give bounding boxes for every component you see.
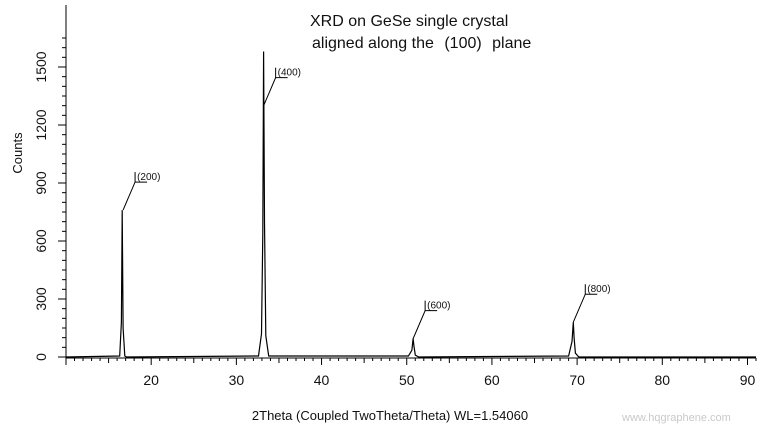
peak-label: (400) xyxy=(278,68,301,79)
chart-title-plane: (100) xyxy=(444,35,481,52)
peak-leader-line xyxy=(263,77,288,106)
y-tick-label: 0 xyxy=(33,353,49,361)
x-tick-label: 30 xyxy=(229,372,245,388)
x-tick-label: 40 xyxy=(314,372,330,388)
xrd-series-line xyxy=(65,51,756,358)
watermark-text: www.hqgraphene.com xyxy=(621,412,731,424)
chart-title-suffix: plane xyxy=(492,35,531,52)
peak-leader-line xyxy=(412,310,438,339)
peak-label: (200) xyxy=(137,172,160,183)
x-tick-label: 80 xyxy=(655,372,671,388)
chart-title-line1: XRD on GeSe single crystal xyxy=(310,13,508,30)
x-tick-label: 50 xyxy=(399,372,415,388)
chart-title-prefix: aligned along the xyxy=(312,35,434,52)
x-tick-label: 70 xyxy=(569,372,585,388)
plot-area: 0 300 600 900 1200 1500 20 30 40 50 60 70 80 90 (200) (… xyxy=(33,5,757,388)
y-tick-label: 1500 xyxy=(33,51,49,82)
chart-title-line2: aligned along the (100) plane xyxy=(312,35,531,52)
peak-leader-line xyxy=(572,293,598,323)
y-tick-label: 900 xyxy=(33,171,49,195)
peak-label: (600) xyxy=(427,301,450,312)
y-tick-label: 1200 xyxy=(33,109,49,140)
y-tick-label: 300 xyxy=(33,287,49,311)
x-tick-label: 20 xyxy=(143,372,159,388)
peak-label: (800) xyxy=(587,284,610,295)
x-tick-label: 90 xyxy=(740,372,756,388)
x-axis-title: 2Theta (Coupled TwoTheta/Theta) WL=1.540… xyxy=(252,408,528,423)
peak-leader-line xyxy=(122,181,148,211)
y-tick-label: 600 xyxy=(33,229,49,253)
y-axis-title: Counts xyxy=(10,132,25,174)
x-tick-label: 60 xyxy=(484,372,500,388)
